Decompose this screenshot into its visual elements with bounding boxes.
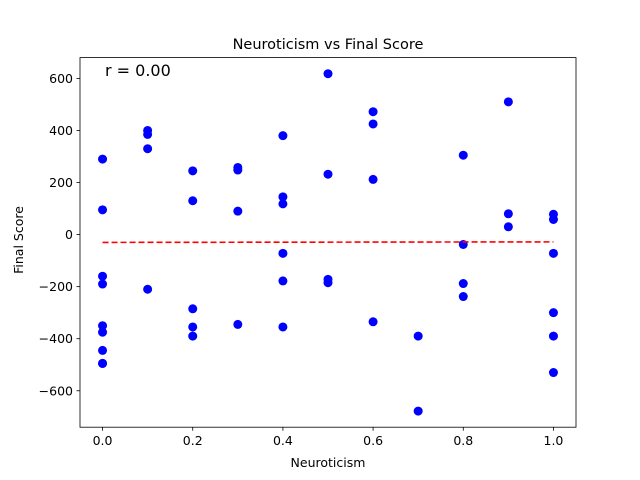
data-point [458, 150, 468, 160]
data-point [548, 248, 558, 258]
x-tick-label: 0.2 [183, 433, 203, 448]
x-tick-label: 0.6 [363, 433, 383, 448]
data-point [98, 154, 108, 164]
data-point [98, 205, 108, 215]
data-point [278, 276, 288, 286]
data-point [98, 358, 108, 368]
data-point [413, 406, 423, 416]
y-tick-label: −200 [39, 279, 73, 294]
chart-title: Neuroticism vs Final Score [233, 37, 424, 53]
x-tick-label: 0.0 [93, 433, 113, 448]
data-point [503, 222, 513, 232]
data-point [98, 321, 108, 331]
data-point [503, 209, 513, 219]
data-point [188, 196, 198, 206]
y-tick-label: −600 [39, 383, 73, 398]
data-point [458, 292, 468, 302]
data-point [368, 317, 378, 327]
y-tick-label: 0 [65, 227, 73, 242]
data-point [98, 279, 108, 289]
correlation-annotation: r = 0.00 [105, 61, 171, 80]
x-tick-label: 0.8 [453, 433, 473, 448]
data-point [143, 284, 153, 294]
data-point [98, 345, 108, 355]
data-point [188, 331, 198, 341]
data-point [413, 331, 423, 341]
data-point [188, 166, 198, 176]
data-point [548, 331, 558, 341]
data-point [143, 144, 153, 154]
data-point [278, 131, 288, 141]
data-point [323, 169, 333, 179]
y-tick-label: 200 [49, 175, 73, 190]
data-point [278, 192, 288, 202]
data-point [278, 248, 288, 258]
data-point [323, 69, 333, 79]
x-tick-label: 0.4 [273, 433, 293, 448]
data-point [233, 165, 243, 175]
data-point [143, 129, 153, 139]
y-tick-label: −400 [39, 331, 73, 346]
y-tick-label: 400 [49, 123, 73, 138]
trend-line [102, 241, 554, 244]
data-point [98, 327, 108, 337]
data-point [458, 279, 468, 289]
data-point [548, 368, 558, 378]
data-point [368, 107, 378, 117]
y-tick-label: 600 [49, 71, 73, 86]
data-point [368, 174, 378, 184]
x-axis-label: Neuroticism [291, 455, 366, 470]
data-point [188, 322, 198, 332]
data-point [98, 271, 108, 281]
data-point [188, 304, 198, 314]
plot-area: 0.0 0.2 0.4 0.6 0.8 1.0 −600 −400 −200 0 200 400 600 [39, 69, 564, 448]
y-axis-label: Final Score [11, 206, 26, 274]
data-point [278, 199, 288, 209]
data-point [278, 322, 288, 332]
data-point [548, 214, 558, 224]
data-point [323, 278, 333, 288]
data-point [368, 119, 378, 129]
data-point [233, 319, 243, 329]
data-point [548, 308, 558, 318]
x-tick-label: 1.0 [544, 433, 564, 448]
data-point [233, 206, 243, 216]
data-point [503, 97, 513, 107]
plot-frame [79, 57, 577, 428]
